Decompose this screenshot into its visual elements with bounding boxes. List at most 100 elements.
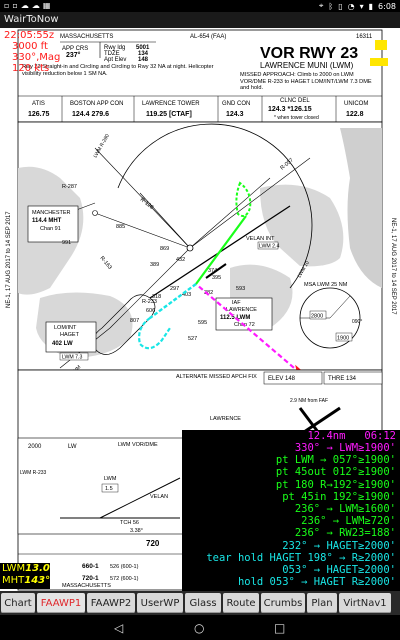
minima-b2: 572 (600-1) [110, 576, 139, 582]
nav-step-row[interactable]: pt LWM → 057°≥1900' [275, 454, 396, 467]
obstacle-382: 382 [204, 290, 213, 296]
obstacle-403: 403 [182, 292, 191, 298]
fix-haget-freq: 402 LW [52, 341, 73, 347]
comm-app-label: BOSTON APP CON [70, 101, 123, 107]
nav-info-box: LWM 13.0 MHT 143° [0, 563, 50, 589]
comm-tower-value: 119.25 [CTAF] [146, 111, 192, 118]
tab-virtnav1[interactable]: VirtNav1 [339, 593, 391, 613]
tab-plan[interactable]: Plan [307, 593, 337, 613]
tab-userwp[interactable]: UserWP [137, 593, 183, 613]
alt-missed-label: ALTERNATE MISSED APCH FIX [176, 374, 257, 380]
nav-header: 12.4nm 06:12 [307, 430, 396, 443]
nav-step-row[interactable]: hold 053° → HAGET R≥2000' [237, 576, 396, 589]
obstacle-807: 807 [130, 318, 139, 324]
nav-step-row[interactable]: 236° → RW23=188' [294, 527, 396, 540]
plate-notes: Rwy 23 Straight-in and Circling and Circ… [22, 64, 214, 77]
alarm-icon: ◔ [347, 1, 355, 11]
track-magenta [195, 283, 301, 374]
cloud-icon: ☁ [20, 1, 29, 10]
track-green-procedure-turn [235, 181, 252, 217]
nav-lwm-label: LWM [2, 563, 26, 574]
plate-state: MASSACHUSETTS [60, 34, 113, 40]
comm-clnc-value: 124.3 *126.15 [268, 106, 312, 113]
nav-header-dist: 12.4nm [307, 430, 346, 442]
fix-haget-dme: LWM 7.3 [62, 355, 82, 361]
fix-lawrence-label: LAWRENCE [226, 307, 257, 313]
msa-sector-a: 2800 [311, 314, 323, 320]
apt-elev-value: 148 [138, 57, 149, 63]
tab-glass[interactable]: Glass [185, 593, 221, 613]
comm-unicom-value: 122.8 [346, 111, 364, 118]
system-nav-bar: ◁ ○ □ [0, 615, 400, 640]
obstacle-389: 389 [150, 262, 159, 268]
tab-route[interactable]: Route [223, 593, 259, 613]
tab-crumbs[interactable]: Crumbs [261, 593, 305, 613]
plate-amdt: AL-654 (FAA) [190, 34, 226, 40]
msa-090: 090° [352, 319, 362, 325]
elev-label: ELEV 148 [268, 376, 296, 382]
comm-unicom-label: UNICOM [344, 101, 368, 107]
fix-haget-type: LOM/INT [54, 325, 77, 331]
nav-lwm-value: 13.0 [25, 563, 50, 574]
profile-tch: TCH 56 [120, 520, 139, 526]
minima-b: 720-1 [82, 575, 99, 582]
track-green [195, 215, 247, 285]
obstacle-318: 318 [152, 294, 161, 300]
comm-atis-label: ATIS [32, 101, 45, 107]
dme-arc [117, 123, 301, 189]
side-date-left: NE-1, 17 AUG 2017 to 14 SEP 2017 [6, 211, 12, 308]
obstacle-527: 527 [188, 336, 197, 342]
comm-tower-label: LAWRENCE TOWER [142, 101, 200, 107]
nav-mht-value: 143° [24, 575, 51, 586]
plate-state-bottom: MASSACHUSETTS [62, 583, 111, 589]
rwy-ldg-value: 5001 [136, 45, 150, 51]
back-icon[interactable]: ◁ [114, 621, 124, 635]
tab-bar: Chart FAAWP1 FAAWP2 UserWP Glass Route C… [0, 591, 400, 615]
fix-manchester-chan: Chan 91 [40, 226, 61, 232]
tab-faawp2[interactable]: FAAWP2 [87, 593, 135, 613]
plate-corner-marker [375, 40, 387, 50]
obstacle-885: 885 [116, 224, 125, 230]
apt-elev-label: Apt Elev [104, 57, 126, 63]
fix-velan-dme: LWM 2.4 [259, 244, 279, 250]
home-icon[interactable]: ○ [194, 621, 205, 635]
approach-steps-panel[interactable]: 12.4nm 06:12 330° → LWM≥1900' pt LWM → 05… [182, 430, 400, 591]
profile-lwm-r233: LWM R-233 [20, 470, 47, 476]
nav-step-row[interactable]: 232° → HAGET≥2000' [282, 539, 396, 552]
tab-faawp1[interactable]: FAAWP1 [37, 593, 85, 613]
side-date-right: NE-1, 17 AUG 2017 to 14 SEP 2017 [390, 218, 396, 315]
obstacle-395: 395 [212, 275, 221, 281]
track-cyan-hold [138, 317, 171, 350]
profile-720: 720 [146, 539, 160, 548]
radial-r233: R-233 [142, 299, 157, 305]
radial-r287: R-287 [62, 184, 77, 190]
airport-runway [205, 263, 227, 279]
tab-chart[interactable]: Chart [1, 593, 35, 613]
flight-time: 22:05:55z [4, 30, 55, 41]
profile-15: 1.5 [105, 486, 113, 492]
recent-apps-icon[interactable]: □ [274, 621, 286, 635]
nav-step-row[interactable]: tear hold HAGET 198° → R≥2000' [206, 551, 396, 564]
status-icons-left: ▫ ▫ ☁ ☁ ▦ [4, 1, 50, 10]
obstacle-595: 595 [198, 320, 207, 326]
vor-manchester-symbol [92, 210, 98, 216]
fix-manchester-freq: 114.4 MHT [32, 218, 62, 224]
track-cyan [149, 283, 197, 319]
flight-course: 330°,Mag [12, 52, 61, 63]
app-crs-label: APP CRS [62, 46, 88, 52]
plate-title: VOR RWY 23 [260, 45, 358, 62]
nav-step-row[interactable]: pt 45out 012°≥1900' [275, 466, 396, 479]
nav-step-row[interactable]: 330° → LWM≥1900' [294, 442, 396, 454]
alt-lawrence: LAWRENCE [210, 416, 241, 422]
profile-gs: 3.38° [130, 528, 143, 534]
vor-lawrence-symbol [186, 244, 194, 252]
nav-step-row[interactable]: 053° → HAGET≥2000' [282, 564, 396, 576]
status-icons-right: ⌖ ᛒ ▯ ◔ ▾ ▮ 6:08 [319, 1, 396, 11]
nav-step-row[interactable]: pt 180 R→192°≥1900' [275, 478, 396, 491]
obstacle-593: 593 [236, 286, 245, 292]
nav-step-row[interactable]: 236° → LWM≥720' [301, 515, 396, 528]
nav-step-row[interactable]: pt 45in 192°≥1900' [282, 490, 396, 503]
app-title: WairToNow [4, 14, 59, 25]
plate-airport: LAWRENCE MUNI (LWM) [260, 61, 354, 70]
nav-step-row[interactable]: 236° → LWM≥1600' [294, 503, 396, 515]
